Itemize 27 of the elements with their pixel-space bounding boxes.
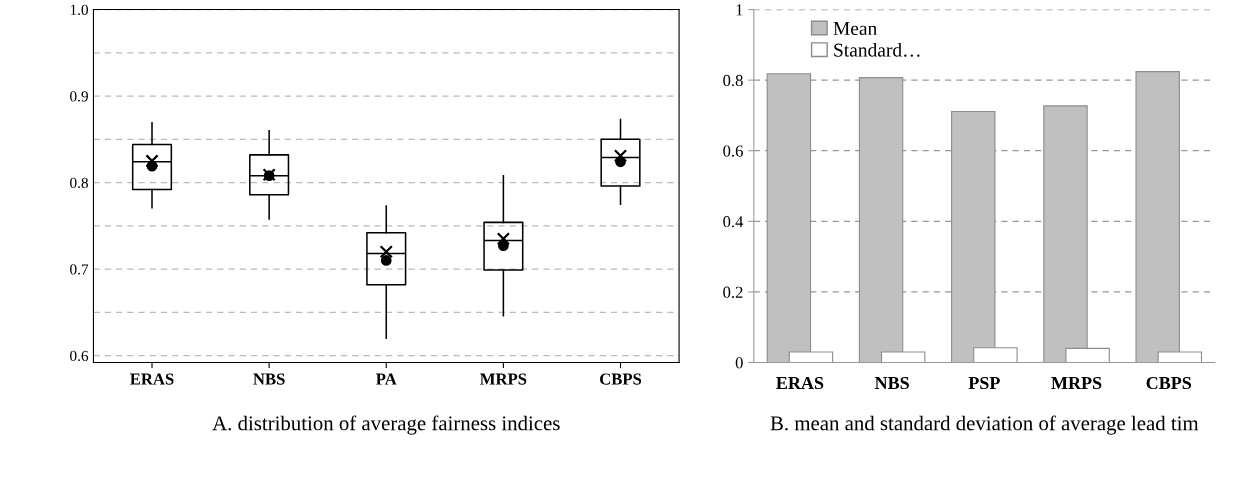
y-tick-label: 0.8 [70,177,89,189]
text: A. distribution of average fairness indices [212,415,560,435]
y-tick-label: 0.6 [70,350,89,362]
y-tick-label: 0.8 [723,74,743,87]
x-tick-label: PA [376,373,397,385]
y-tick-label: 0.2 [723,286,743,298]
y-tick-label: 0.9 [70,91,88,102]
y-tick-label: 0.7 [70,264,89,275]
x-tick-label: MRPS [1051,376,1102,390]
x-tick-label: NBS [253,373,285,385]
legend-label: Standard… [834,42,920,57]
y-tick-label: 0 [735,357,743,369]
x-tick-label: PSP [968,376,1000,390]
x-tick-label: ERAS [130,373,174,385]
legend-label: Mean [833,22,877,36]
y-tick-label: 1.0 [70,4,89,16]
x-tick-label: MRPS [480,373,527,385]
x-tick-label: ERAS [776,376,824,390]
y-tick-label: 1 [736,4,743,16]
x-tick-label: CBPS [1146,376,1192,390]
y-tick-label: 0.4 [723,216,744,228]
point [380,255,392,266]
text: B. mean and standard deviation of average lead tim [770,415,1199,435]
point [498,240,509,252]
x-tick-label: CBPS [600,373,642,385]
y-tick-label: 0.6 [723,145,743,157]
x-tick-label: NBS [874,376,909,390]
